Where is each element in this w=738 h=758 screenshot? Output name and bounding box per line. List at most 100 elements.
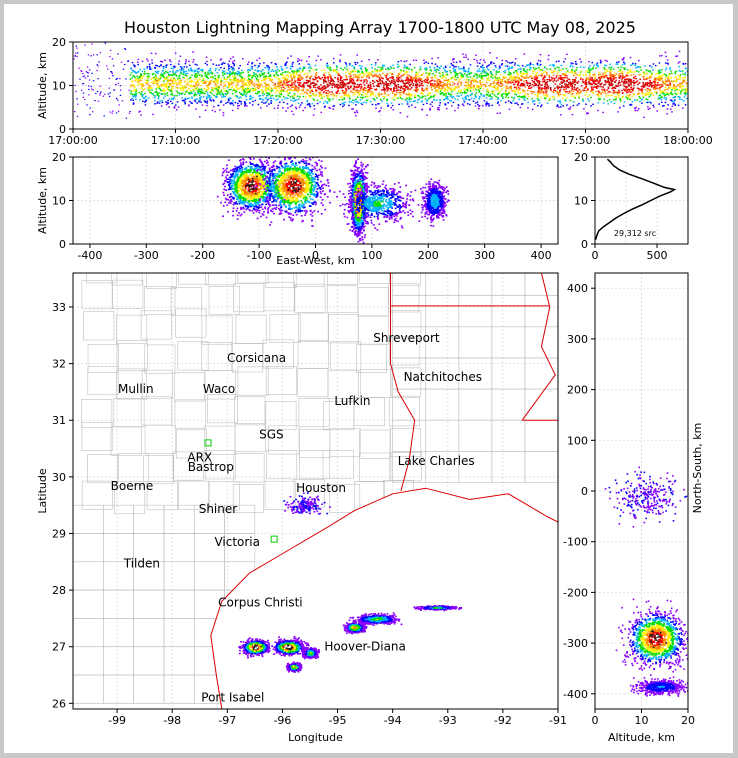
time-altitude-source (163, 88, 165, 90)
time-altitude-source (357, 102, 360, 104)
time-altitude-source (348, 72, 350, 75)
time-altitude-source (413, 96, 416, 99)
time-altitude-source (560, 69, 562, 71)
time-altitude-source (250, 67, 253, 70)
time-altitude-source (469, 90, 472, 92)
time-altitude-source (315, 59, 318, 62)
time-altitude-source (339, 103, 342, 106)
time-altitude-source (360, 83, 363, 86)
time-altitude-source (313, 95, 316, 97)
time-altitude-source (185, 84, 188, 86)
time-altitude-source (580, 61, 582, 63)
time-altitude-source (208, 83, 210, 85)
time-altitude-source (508, 71, 510, 73)
time-altitude-source (400, 85, 403, 88)
time-altitude-source (170, 67, 173, 70)
time-altitude-source (169, 84, 172, 86)
time-altitude-source (472, 100, 475, 102)
time-altitude-source (446, 79, 448, 82)
time-altitude-source (598, 80, 601, 82)
time-altitude-source (575, 63, 578, 65)
time-altitude-source (563, 80, 566, 83)
time-altitude-source (631, 63, 634, 66)
time-altitude-source (634, 107, 636, 110)
time-altitude-source (472, 81, 475, 83)
time-altitude-source (645, 93, 647, 95)
time-altitude-source (576, 66, 578, 69)
time-altitude-source (281, 90, 284, 92)
time-altitude-source (240, 96, 242, 98)
time-altitude-source (597, 85, 600, 88)
time-altitude-source (264, 102, 267, 104)
time-altitude-source (393, 79, 395, 81)
time-altitude-source (377, 75, 380, 78)
time-altitude-source (560, 81, 563, 83)
time-altitude-source (365, 82, 368, 84)
time-altitude-source (596, 64, 598, 67)
time-altitude-source (183, 71, 186, 73)
time-altitude-source (137, 71, 139, 73)
time-altitude-source (399, 95, 402, 98)
time-altitude-source (572, 104, 575, 107)
time-altitude-source (424, 98, 427, 100)
time-altitude-source (456, 95, 459, 97)
time-altitude-source (674, 76, 677, 79)
time-altitude-source (222, 104, 225, 106)
time-altitude-source (354, 61, 356, 64)
time-altitude-source (477, 70, 479, 73)
time-altitude-source (591, 89, 594, 92)
time-altitude-source (679, 78, 681, 81)
time-altitude-source (242, 71, 244, 74)
time-altitude-source (196, 98, 198, 100)
time-altitude-source (570, 95, 573, 97)
time-altitude-source (324, 72, 326, 74)
time-altitude-source (488, 64, 490, 66)
time-altitude-source (447, 88, 450, 90)
time-altitude-source (320, 111, 323, 114)
time-altitude-source (489, 52, 491, 54)
time-altitude-source (505, 82, 507, 84)
time-altitude-source (680, 90, 683, 92)
time-altitude-source (529, 62, 532, 64)
time-altitude-source (420, 101, 423, 103)
time-altitude-source (438, 87, 441, 89)
time-altitude-source (401, 81, 404, 83)
time-altitude-source (559, 100, 561, 102)
time-altitude-source (339, 79, 342, 82)
time-altitude-source (138, 91, 141, 94)
time-altitude-source (236, 83, 239, 86)
time-altitude-source (426, 102, 428, 105)
time-altitude-source (452, 81, 454, 83)
time-altitude-source (183, 86, 185, 89)
time-altitude-source (669, 99, 672, 101)
time-altitude-source (409, 75, 412, 78)
time-altitude-source (597, 74, 600, 76)
time-altitude-source (426, 87, 429, 90)
time-altitude-source (637, 87, 640, 90)
time-altitude-source (446, 96, 449, 99)
time-altitude-source (199, 97, 201, 99)
time-altitude-source (177, 106, 180, 108)
time-altitude-source (160, 72, 163, 75)
time-altitude-source (505, 96, 507, 98)
time-altitude-source (421, 82, 423, 85)
time-altitude-source (622, 74, 624, 77)
time-altitude-source (218, 91, 220, 93)
time-altitude-source (509, 81, 512, 83)
time-altitude-source (483, 95, 485, 97)
time-altitude-source (567, 92, 570, 94)
time-altitude-source (424, 78, 427, 81)
time-altitude-source (160, 93, 162, 95)
time-altitude-source (537, 87, 540, 90)
time-altitude-source (664, 86, 667, 88)
time-altitude-source (625, 75, 627, 77)
time-altitude-source (241, 94, 244, 97)
time-altitude-source (302, 84, 305, 86)
time-altitude-source (406, 115, 409, 118)
time-altitude-source (418, 81, 421, 84)
time-altitude-source (520, 96, 523, 98)
time-altitude-source (387, 105, 389, 107)
time-altitude-source (468, 72, 471, 75)
time-altitude-source (377, 59, 379, 61)
time-altitude-source (148, 86, 150, 88)
